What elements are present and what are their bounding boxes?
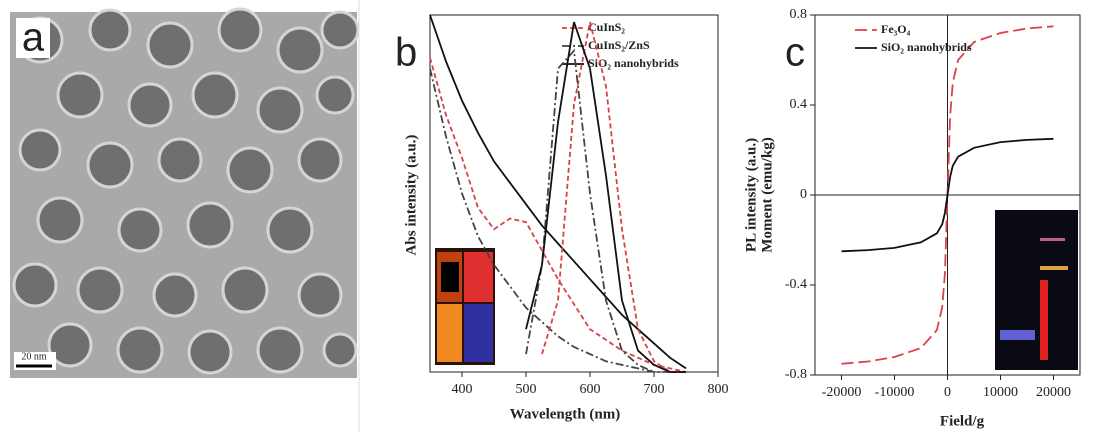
panel-label: b [395, 31, 417, 75]
x-tick-label: 500 [516, 382, 537, 397]
series-line [525, 21, 686, 373]
x-tick-label: -10000 [875, 385, 915, 400]
legend-label: SiO₂ nanohybrids [588, 56, 679, 70]
series-line [525, 48, 655, 373]
x-tick-label: 600 [580, 382, 601, 397]
nanoparticles [12, 7, 360, 375]
inset-b [435, 248, 495, 365]
legend-label: CuInS₂ [588, 20, 625, 34]
panel-label: c [785, 31, 805, 75]
panel-label: a [22, 16, 45, 60]
y-tick-label: 0 [800, 187, 807, 202]
x-tick-label: 20000 [1036, 385, 1071, 400]
series-line [841, 137, 1054, 253]
y-tick-label: 0.8 [790, 7, 808, 22]
series-line [429, 57, 687, 373]
series-line [429, 14, 687, 370]
inset-c [995, 210, 1078, 370]
y-axis-title: Abs intensity (a.u.) [403, 135, 419, 256]
y-tick-label: -0.8 [785, 367, 807, 382]
legend-label: CuInS₂/ZnS [588, 38, 650, 52]
legend-label: SiO₂ nanohybrids [881, 40, 972, 54]
tem-image: a 20 nm [10, 7, 360, 378]
x-axis-title: Field/g [940, 413, 985, 429]
series-line [541, 21, 686, 373]
y-tick-label: 0.4 [790, 97, 808, 112]
y-axis-title: Moment (emu/kg) [759, 137, 775, 252]
x-tick-label: 10000 [983, 385, 1018, 400]
label-box [16, 18, 50, 58]
legend-label: Fe₃O₄ [881, 22, 911, 36]
x-axis-title: Wavelength (nm) [510, 406, 620, 422]
x-tick-label: 0 [944, 385, 951, 400]
y-axis-title: PL intensity (a.u.) [743, 138, 759, 252]
scale-text: 20 nm [21, 351, 47, 362]
series-line [429, 68, 686, 373]
y-tick-label: -0.4 [785, 277, 807, 292]
plot-frame [429, 14, 719, 373]
x-tick-label: 400 [452, 382, 473, 397]
x-tick-label: -20000 [822, 385, 862, 400]
x-tick-label: 800 [708, 382, 729, 397]
x-tick-label: 700 [644, 382, 665, 397]
